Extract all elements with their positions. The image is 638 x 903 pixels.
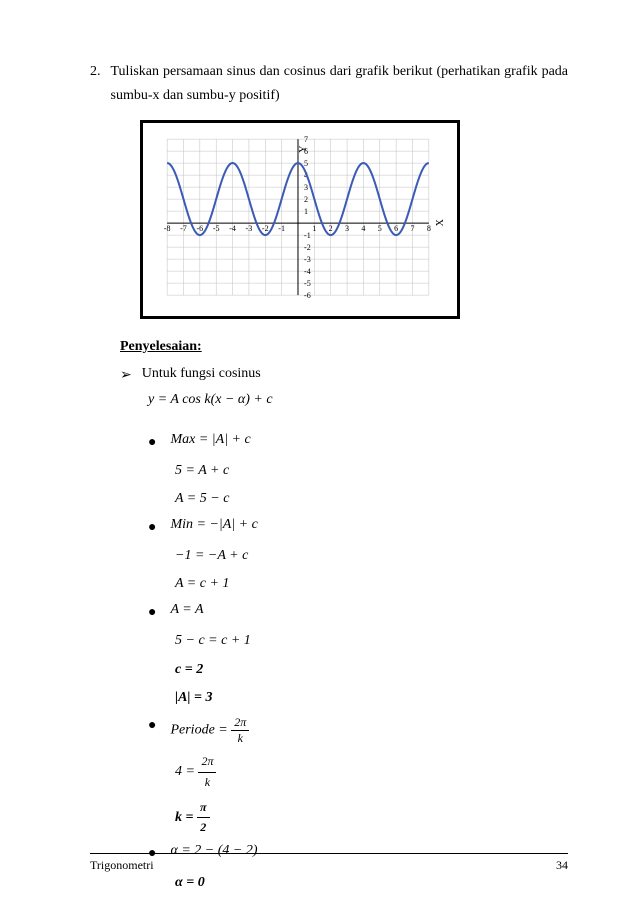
step-head: Min = −|A| + c (170, 517, 257, 533)
svg-text:-5: -5 (304, 279, 311, 288)
svg-text:-7: -7 (180, 224, 187, 233)
step-result: c = 2 (175, 659, 568, 681)
footer-right: 34 (556, 858, 568, 873)
step-line: A = 5 − c (175, 488, 568, 510)
svg-text:3: 3 (304, 183, 308, 192)
step-head: Max = |A| + c (170, 432, 250, 448)
question-text: Tuliskan persamaan sinus dan cosinus dar… (111, 60, 569, 108)
svg-text:-2: -2 (304, 243, 311, 252)
svg-text:5: 5 (378, 224, 382, 233)
step-result: |A| = 3 (175, 687, 568, 709)
step-line: −1 = −A + c (175, 545, 568, 567)
svg-text:-8: -8 (164, 224, 171, 233)
step-line: 5 = A + c (175, 460, 568, 482)
step-line: A = c + 1 (175, 573, 568, 595)
svg-text:-4: -4 (304, 267, 311, 276)
svg-text:-6: -6 (196, 224, 203, 233)
bullet-icon: ● (148, 517, 156, 539)
bullet-icon: ● (148, 432, 156, 454)
chart-frame: -8-7-6-5-4-3-2-112345678-6-5-4-3-2-11234… (140, 120, 460, 319)
general-equation: y = A cos k(x − α) + c (148, 392, 273, 407)
svg-text:6: 6 (394, 224, 398, 233)
svg-text:2: 2 (329, 224, 333, 233)
bullet-icon: ● (148, 715, 156, 737)
bullet-icon: ● (148, 602, 156, 624)
svg-text:-5: -5 (213, 224, 220, 233)
step-line: 4 = 2πk (175, 752, 568, 791)
step-head: Periode = 2πk (170, 715, 249, 746)
page-footer: Trigonometri 34 (90, 853, 568, 873)
svg-text:-1: -1 (278, 224, 285, 233)
svg-text:7: 7 (304, 135, 308, 144)
step-result: α = 0 (175, 872, 568, 894)
svg-text:-4: -4 (229, 224, 236, 233)
question-number: 2. (90, 60, 101, 108)
arrow-icon: ➢ (120, 363, 132, 385)
svg-text:Y: Y (298, 145, 309, 152)
solution-heading: Penyelesaian: (120, 339, 568, 355)
svg-text:3: 3 (345, 224, 349, 233)
svg-text:5: 5 (304, 159, 308, 168)
solution-body: ➢ Untuk fungsi cosinus y = A cos k(x − α… (120, 363, 568, 894)
svg-text:-3: -3 (304, 255, 311, 264)
svg-text:-6: -6 (304, 291, 311, 300)
trig-chart: -8-7-6-5-4-3-2-112345678-6-5-4-3-2-11234… (149, 129, 451, 305)
section-label: Untuk fungsi cosinus (142, 363, 261, 385)
step-result: k = π2 (175, 798, 568, 837)
svg-text:1: 1 (304, 207, 308, 216)
svg-text:1: 1 (312, 224, 316, 233)
step-head: A = A (170, 602, 203, 618)
svg-text:-2: -2 (262, 224, 269, 233)
svg-text:4: 4 (361, 224, 365, 233)
svg-text:8: 8 (427, 224, 431, 233)
footer-left: Trigonometri (90, 858, 154, 873)
step-line: 5 − c = c + 1 (175, 630, 568, 652)
svg-text:-3: -3 (246, 224, 253, 233)
svg-text:X: X (435, 218, 446, 226)
svg-text:-1: -1 (304, 231, 311, 240)
svg-text:7: 7 (410, 224, 414, 233)
svg-text:2: 2 (304, 195, 308, 204)
